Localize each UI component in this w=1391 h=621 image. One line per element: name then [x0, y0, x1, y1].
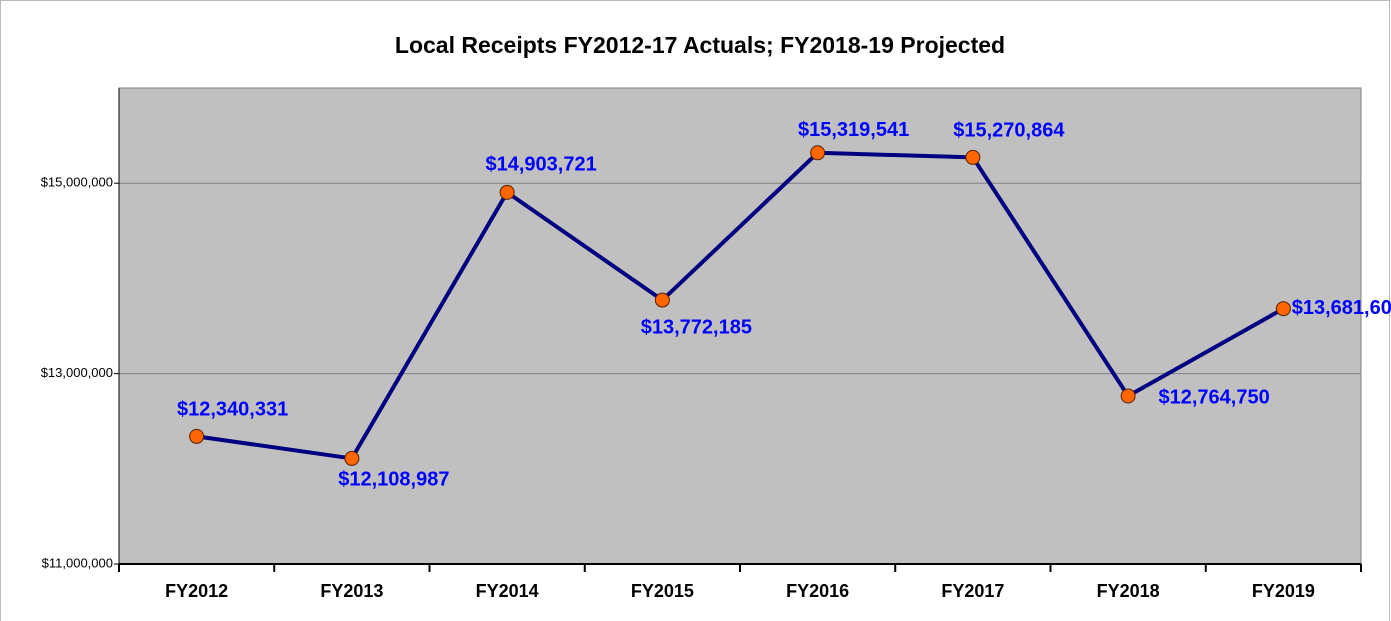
chart-title: Local Receipts FY2012-17 Actuals; FY2018…: [395, 32, 1005, 58]
marker: [965, 149, 981, 165]
data-label: $12,764,750: [1159, 386, 1270, 408]
marker: [1275, 301, 1291, 317]
x-tick-label: FY2013: [320, 581, 383, 601]
data-label: $15,319,541: [798, 119, 909, 141]
x-tick-label: FY2015: [631, 581, 694, 601]
y-tick-label: $11,000,000: [42, 555, 113, 570]
x-tick-label: FY2018: [1097, 581, 1160, 601]
data-label: $12,340,331: [177, 399, 288, 421]
marker: [810, 145, 826, 161]
marker: [499, 184, 515, 200]
x-tick-label: FY2016: [786, 581, 849, 601]
x-tick-label: FY2017: [941, 581, 1004, 601]
y-tick-label: $13,000,000: [41, 365, 113, 380]
data-label: $13,772,185: [641, 316, 752, 338]
x-tick-label: FY2014: [476, 581, 539, 601]
data-label: $14,903,721: [486, 154, 597, 176]
plot-area: [118, 87, 1362, 565]
data-label: $13,681,600: [1292, 297, 1391, 319]
data-label: $15,270,864: [953, 120, 1065, 142]
line: [196, 150, 1285, 461]
x-tick-label: FY2012: [165, 581, 228, 601]
y-tick-label: $15,000,000: [41, 175, 113, 190]
marker: [654, 292, 670, 308]
x-tick-label: FY2019: [1252, 581, 1315, 601]
marker: [189, 428, 205, 444]
marker: [1120, 388, 1136, 404]
marker: [344, 450, 360, 466]
data-label: $12,108,987: [338, 469, 449, 491]
